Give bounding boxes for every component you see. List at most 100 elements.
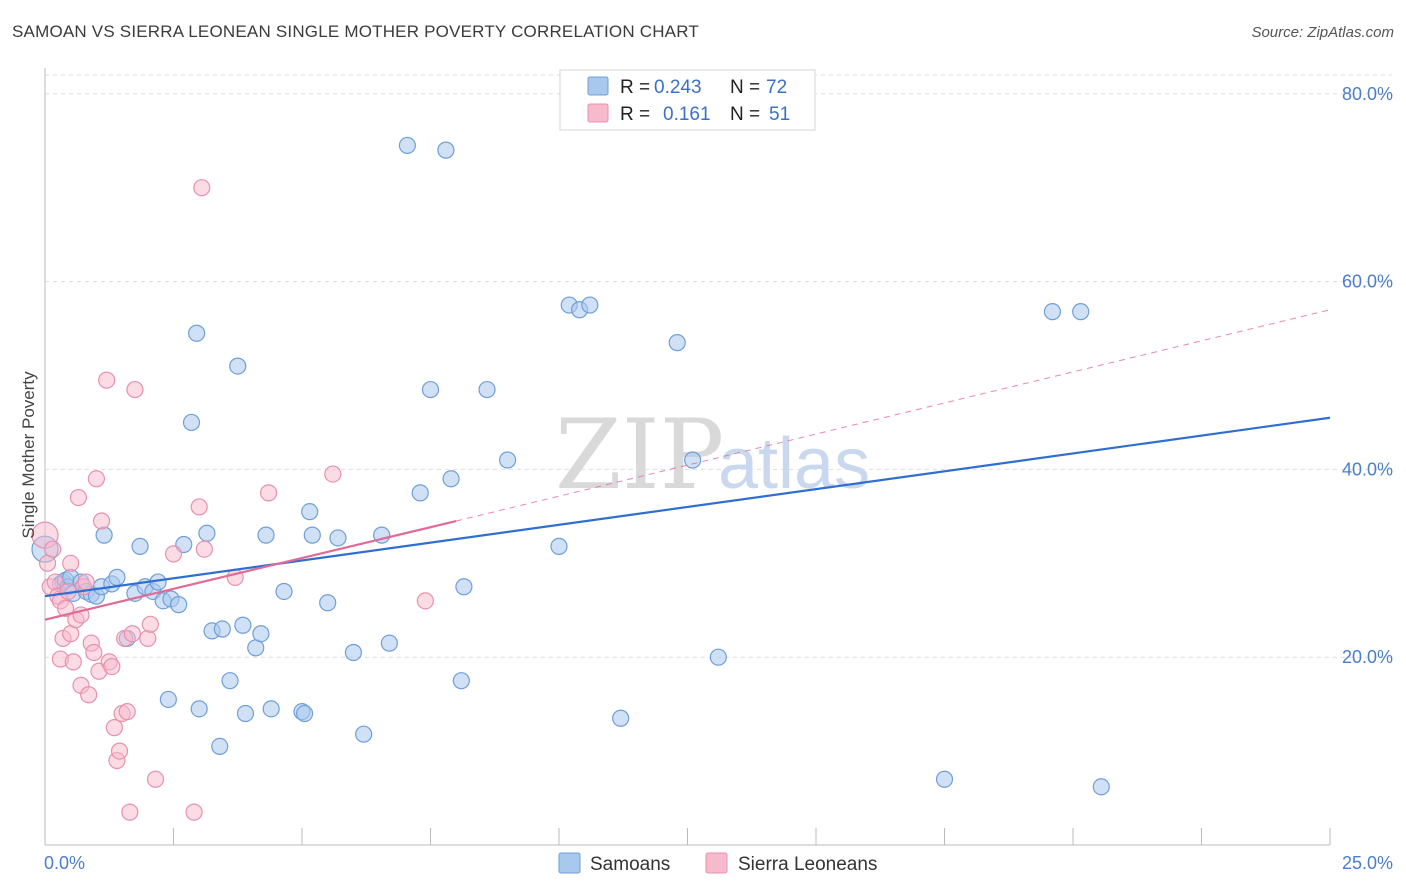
samoan-point: [499, 451, 517, 469]
samoan-point: [709, 648, 727, 666]
sierra-leonean-point: [193, 179, 211, 197]
samoan-point: [275, 582, 293, 601]
legend-r-value-sierra: 0.161: [663, 104, 711, 125]
bottom-legend-label-samoans: Samoans: [590, 854, 670, 875]
samoan-point: [295, 704, 314, 723]
samoan-point: [211, 737, 229, 756]
samoan-point: [229, 357, 247, 375]
samoan-point: [344, 643, 362, 662]
samoan-point: [329, 529, 347, 547]
sierra-leonean-point: [195, 540, 213, 558]
samoan-point: [437, 141, 455, 159]
samoan-point: [95, 526, 113, 544]
sierra-leonean-points: [31, 179, 434, 821]
sierra-leonean-point: [56, 599, 75, 617]
sierra-leonean-point: [121, 803, 139, 821]
sierra-leonean-point: [69, 488, 88, 507]
sierra-leonean-point: [259, 484, 278, 502]
axes: [44, 68, 1331, 846]
sierra-leonean-trend-extension: [456, 309, 1331, 522]
samoan-point: [234, 616, 252, 634]
sierra-leonean-point: [126, 380, 144, 399]
samoan-point: [1043, 303, 1062, 321]
samoan-point: [198, 524, 216, 542]
sierra-leonean-point: [103, 657, 121, 676]
sierra-leonean-point: [105, 719, 123, 737]
grid: [45, 74, 1392, 658]
sierra-leonean-point: [324, 465, 342, 483]
samoan-point: [303, 526, 321, 544]
sierra-leonean-point: [118, 703, 136, 721]
sierra-leonean-point: [44, 540, 62, 558]
samoan-point: [355, 725, 373, 743]
sierra-leonean-point: [98, 371, 116, 389]
y-axis-label: Single Mother Poverty: [19, 371, 38, 539]
sierra-leonean-point: [190, 498, 208, 516]
y-tick-label-2: 60.0%: [1342, 272, 1393, 292]
samoan-point: [182, 413, 201, 432]
samoan-point: [550, 537, 568, 555]
samoan-point: [421, 380, 440, 399]
samoan-point: [1092, 778, 1110, 796]
samoan-point: [131, 537, 149, 555]
legend-swatch-samoan: [587, 76, 609, 96]
samoan-point: [159, 690, 177, 709]
legend-r-label-samoan: R =: [620, 77, 650, 98]
samoan-point: [478, 380, 496, 399]
samoan-point: [188, 324, 206, 342]
samoan-point: [411, 484, 429, 502]
watermark: ZIP atlas: [555, 399, 870, 511]
samoan-point: [442, 470, 460, 488]
bottom-legend-label-sierra: Sierra Leoneans: [738, 854, 877, 875]
x-tick-label-min: 0.0%: [44, 853, 85, 873]
samoan-point: [452, 672, 470, 690]
x-tick-label-max: 25.0%: [1342, 853, 1393, 873]
sierra-leonean-point: [146, 770, 165, 788]
legend-n-value-sierra: 51: [769, 104, 790, 125]
series-legend: Samoans Sierra Leoneans: [558, 852, 877, 875]
samoan-point: [455, 578, 473, 596]
trend-lines: [44, 309, 1331, 621]
samoan-trend-line: [44, 416, 1331, 598]
chart-title: SAMOAN VS SIERRA LEONEAN SINGLE MOTHER P…: [12, 22, 699, 41]
sierra-leonean-trend-line: [44, 519, 457, 621]
y-tick-label-1: 40.0%: [1342, 459, 1393, 479]
tick-labels: 20.0% 40.0% 60.0% 80.0% 0.0% 25.0%: [44, 84, 1393, 873]
samoan-point: [581, 296, 599, 314]
samoan-point: [213, 620, 231, 638]
sierra-leonean-point: [87, 470, 106, 488]
legend-n-label-samoan: N =: [730, 77, 760, 98]
sierra-leonean-point: [80, 686, 98, 704]
legend-n-value-samoan: 72: [766, 77, 787, 98]
samoan-point: [398, 136, 416, 155]
samoan-point: [668, 334, 686, 352]
legend-n-label-sierra: N =: [730, 104, 760, 125]
legend-r-value-samoan: 0.243: [654, 77, 702, 98]
samoan-point: [257, 526, 275, 544]
source-credit: Source: ZipAtlas.com: [1251, 24, 1394, 41]
y-tick-label-3: 80.0%: [1342, 84, 1393, 104]
samoan-point: [170, 596, 188, 614]
sierra-leonean-point: [123, 625, 141, 643]
sierra-leonean-point: [185, 803, 203, 821]
samoan-point: [108, 568, 126, 586]
samoan-point: [612, 709, 630, 727]
samoan-point: [190, 700, 208, 718]
sierra-leonean-point: [92, 512, 111, 530]
samoan-point: [935, 770, 954, 788]
sierra-leonean-point: [139, 629, 157, 648]
bottom-legend-swatch-sierra: [705, 852, 728, 874]
y-tick-label-0: 20.0%: [1342, 647, 1393, 667]
samoan-point: [1072, 303, 1090, 321]
correlation-legend: R = 0.243 N = 72 R = 0.161 N = 51: [559, 69, 816, 131]
watermark-atlas: atlas: [718, 424, 870, 504]
sierra-leonean-point: [416, 592, 434, 610]
samoan-point: [236, 704, 255, 723]
sierra-leonean-point: [85, 643, 103, 662]
sierra-leonean-point: [77, 573, 95, 591]
samoan-point: [301, 503, 319, 521]
samoan-point: [319, 594, 337, 612]
samoan-point: [380, 634, 398, 652]
sierra-leonean-point: [110, 742, 129, 760]
